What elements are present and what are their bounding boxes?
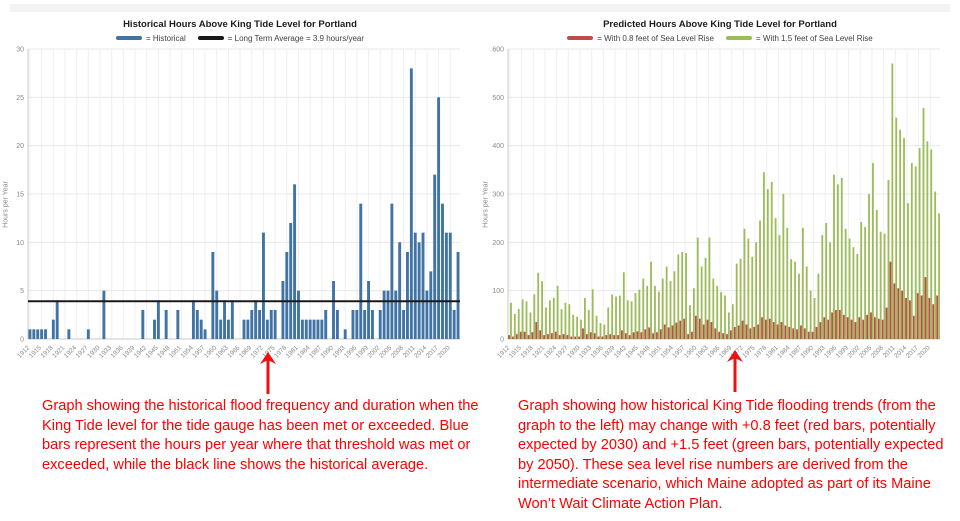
legend-item-historical: = Historical [115, 33, 186, 43]
svg-text:300: 300 [492, 192, 504, 199]
svg-text:400: 400 [492, 143, 504, 150]
legend-label: = With 0.8 feet of Sea Level Rise [597, 33, 714, 43]
chart-title: Predicted Hours Above King Tide Level fo… [603, 19, 837, 30]
svg-text:0: 0 [20, 337, 24, 344]
predicted-bar-chart: 0100200300400500600191219151918192119241… [492, 47, 940, 360]
svg-text:15: 15 [16, 192, 24, 199]
slr-08-series-swatch-icon [567, 36, 594, 40]
predicted-chart-panel: Predicted Hours Above King Tide Level fo… [480, 14, 960, 394]
svg-text:10: 10 [16, 240, 24, 247]
svg-text:200: 200 [492, 240, 504, 247]
plot-area-wrapper: Hours per Year 0 100 200 300 400 500 600 1912 19… [480, 46, 960, 381]
svg-text:2020: 2020 [917, 344, 932, 359]
legend-item-08-feet: = With 0.8 feet of Sea Level Rise [567, 34, 714, 43]
svg-text:500: 500 [492, 95, 504, 102]
svg-text:30: 30 [16, 47, 24, 54]
historical-chart-panel: Historical Hours Above King Tide Level f… [0, 14, 480, 394]
legend-label: = Historical [145, 33, 186, 43]
svg-text:600: 600 [492, 47, 504, 54]
legend-label: = Long Term Average = 3.9 hours/year [227, 33, 365, 43]
up-arrow-icon [260, 352, 276, 394]
plot-area-wrapper: Hours per Year 0 5 10 15 20 25 30 1912 1915 1918 1… [0, 46, 480, 381]
historical-series-swatch-icon [115, 36, 142, 40]
up-arrow-icon [727, 350, 743, 392]
chart-title: Historical Hours Above King Tide Level f… [123, 19, 357, 30]
svg-text:5: 5 [20, 288, 24, 295]
chart-legend: = Historical = Long Term Average = 3.9 h… [0, 32, 480, 44]
svg-text:0: 0 [500, 337, 504, 344]
svg-text:100: 100 [492, 288, 504, 295]
slr-15-series-swatch-icon [726, 36, 752, 40]
svg-text:20: 20 [16, 143, 24, 150]
historical-chart-caption: Graph showing the historical flood frequ… [42, 398, 479, 473]
historical-bar-chart: 0510152025301912191519181921192419271930… [16, 47, 460, 360]
chart-legend: = With 0.8 feet of Sea Level Rise = With… [480, 32, 960, 44]
window-top-strip [10, 4, 950, 12]
average-line-swatch-icon [197, 36, 224, 40]
svg-text:2020: 2020 [437, 344, 452, 359]
legend-item-15-feet: = With 1.5 feet of Sea Level Rise [726, 34, 873, 43]
legend-item-long-term-average: = Long Term Average = 3.9 hours/year [197, 33, 365, 43]
svg-text:25: 25 [16, 95, 24, 102]
legend-label: = With 1.5 feet of Sea Level Rise [756, 33, 873, 43]
predicted-chart-caption: Graph showing how historical King Tide f… [518, 398, 944, 512]
